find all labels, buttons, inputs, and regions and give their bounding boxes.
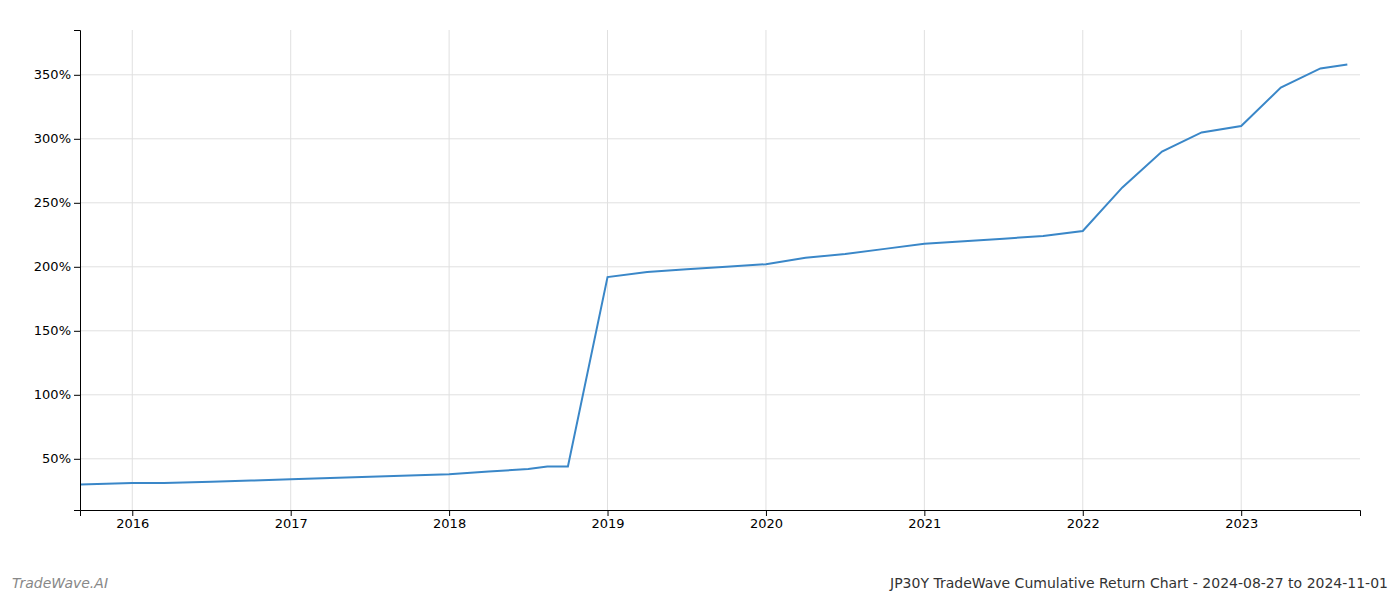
- tick-label: 2023: [1225, 516, 1258, 531]
- tick-label: 300%: [34, 131, 71, 146]
- grid-line: [80, 458, 1360, 459]
- tick: 2018: [433, 510, 466, 531]
- chart: 2016 2017 2018 2019 2020 2021 2022 2023 50% 100% 1…: [0, 0, 1400, 600]
- grid-line: [290, 30, 291, 510]
- plot-area: [80, 65, 1347, 485]
- y-axis: 50% 100% 150% 200% 250% 300% 350%: [34, 31, 81, 511]
- grid-line: [80, 330, 1360, 331]
- watermark: TradeWave.AI: [12, 575, 108, 591]
- grid-line: [607, 30, 608, 510]
- grid-line: [924, 30, 925, 510]
- grid-line: [1241, 30, 1242, 510]
- tick: 300%: [34, 131, 80, 146]
- tick-mark: [449, 510, 450, 516]
- tick-label: 2020: [750, 516, 783, 531]
- line: [80, 65, 1347, 485]
- tick: 2016: [116, 510, 149, 531]
- tick-mark: [74, 203, 80, 204]
- grid-line: [80, 74, 1360, 75]
- tick-mark: [74, 459, 80, 460]
- grid-line: [132, 30, 133, 510]
- tick-mark: [74, 331, 80, 332]
- grid: [80, 30, 1360, 510]
- tick: 350%: [34, 67, 80, 82]
- grid-line: [765, 30, 766, 510]
- grid-line: [1082, 30, 1083, 510]
- tick-label: 2022: [1067, 516, 1100, 531]
- tick: 50%: [42, 451, 80, 466]
- tick-label: 250%: [34, 195, 71, 210]
- grid-line: [80, 202, 1360, 203]
- tick: 2021: [908, 510, 941, 531]
- tick-mark: [74, 139, 80, 140]
- tick-mark: [1241, 510, 1242, 516]
- tick: 250%: [34, 195, 80, 210]
- grid-line: [80, 138, 1360, 139]
- tick-label: 2017: [275, 516, 308, 531]
- tick: 2020: [750, 510, 783, 531]
- tick-mark: [924, 510, 925, 516]
- tick: 2017: [275, 510, 308, 531]
- grid-line: [449, 30, 450, 510]
- tick-label: 2018: [433, 516, 466, 531]
- axis-line: [74, 31, 81, 511]
- tick: 2023: [1225, 510, 1258, 531]
- tick-label: 100%: [34, 387, 71, 402]
- tick-label: 200%: [34, 259, 71, 274]
- tick: 2019: [591, 510, 624, 531]
- axis-line: [81, 511, 1361, 517]
- x-axis: 2016 2017 2018 2019 2020 2021 2022 2023: [81, 510, 1361, 531]
- tick-mark: [132, 510, 133, 516]
- tick-label: 2016: [116, 516, 149, 531]
- title: JP30Y TradeWave Cumulative Return Chart …: [889, 575, 1388, 591]
- tick: 150%: [34, 323, 80, 338]
- tick-label: 50%: [42, 451, 71, 466]
- tick-mark: [291, 510, 292, 516]
- tick-mark: [74, 395, 80, 396]
- tick-label: 350%: [34, 67, 71, 82]
- tick: 200%: [34, 259, 80, 274]
- tick: 100%: [34, 387, 80, 402]
- tick-mark: [1083, 510, 1084, 516]
- tick-label: 150%: [34, 323, 71, 338]
- tick-mark: [766, 510, 767, 516]
- tick-mark: [608, 510, 609, 516]
- tick-mark: [74, 267, 80, 268]
- tick-label: 2019: [591, 516, 624, 531]
- tick-mark: [74, 75, 80, 76]
- tick: 2022: [1067, 510, 1100, 531]
- tick-label: 2021: [908, 516, 941, 531]
- grid-line: [80, 394, 1360, 395]
